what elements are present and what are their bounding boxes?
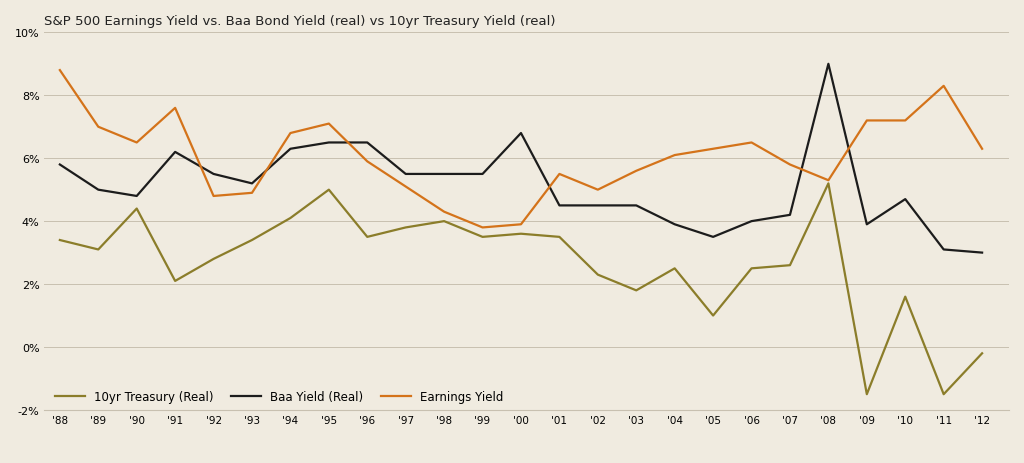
10yr Treasury (Real): [822, 181, 835, 187]
Earnings Yield: [361, 159, 374, 165]
Baa Yield (Real): [592, 203, 604, 209]
Earnings Yield: [169, 106, 181, 112]
Earnings Yield: [399, 184, 412, 190]
Earnings Yield: [131, 140, 143, 146]
10yr Treasury (Real): [899, 294, 911, 300]
10yr Treasury (Real): [53, 238, 66, 243]
10yr Treasury (Real): [783, 263, 796, 269]
10yr Treasury (Real): [938, 392, 950, 397]
Baa Yield (Real): [669, 222, 681, 228]
Baa Yield (Real): [246, 181, 258, 187]
Earnings Yield: [438, 209, 451, 215]
Line: Earnings Yield: Earnings Yield: [59, 71, 982, 228]
Baa Yield (Real): [976, 250, 988, 256]
Earnings Yield: [246, 191, 258, 196]
Line: Baa Yield (Real): Baa Yield (Real): [59, 65, 982, 253]
10yr Treasury (Real): [246, 238, 258, 243]
10yr Treasury (Real): [976, 351, 988, 357]
Earnings Yield: [630, 169, 642, 174]
10yr Treasury (Real): [553, 235, 565, 240]
Earnings Yield: [938, 84, 950, 89]
Line: 10yr Treasury (Real): 10yr Treasury (Real): [59, 184, 982, 394]
Earnings Yield: [53, 68, 66, 74]
Baa Yield (Real): [822, 62, 835, 68]
10yr Treasury (Real): [515, 232, 527, 237]
Earnings Yield: [822, 178, 835, 184]
Text: S&P 500 Earnings Yield vs. Baa Bond Yield (real) vs 10yr Treasury Yield (real): S&P 500 Earnings Yield vs. Baa Bond Yiel…: [44, 15, 556, 28]
10yr Treasury (Real): [630, 288, 642, 294]
Earnings Yield: [745, 140, 758, 146]
Baa Yield (Real): [438, 172, 451, 177]
Earnings Yield: [553, 172, 565, 177]
Earnings Yield: [899, 119, 911, 124]
Baa Yield (Real): [783, 213, 796, 218]
Baa Yield (Real): [208, 172, 220, 177]
10yr Treasury (Real): [131, 206, 143, 212]
Baa Yield (Real): [707, 235, 719, 240]
10yr Treasury (Real): [669, 266, 681, 271]
Baa Yield (Real): [938, 247, 950, 253]
Baa Yield (Real): [323, 140, 335, 146]
Earnings Yield: [707, 147, 719, 152]
Baa Yield (Real): [630, 203, 642, 209]
Earnings Yield: [92, 125, 104, 130]
Earnings Yield: [592, 188, 604, 193]
Baa Yield (Real): [131, 194, 143, 199]
10yr Treasury (Real): [208, 257, 220, 262]
Legend: 10yr Treasury (Real), Baa Yield (Real), Earnings Yield: 10yr Treasury (Real), Baa Yield (Real), …: [50, 386, 508, 408]
10yr Treasury (Real): [169, 279, 181, 284]
Earnings Yield: [208, 194, 220, 199]
10yr Treasury (Real): [399, 225, 412, 231]
Earnings Yield: [861, 119, 873, 124]
Baa Yield (Real): [515, 131, 527, 137]
10yr Treasury (Real): [285, 216, 297, 221]
Earnings Yield: [669, 153, 681, 158]
Earnings Yield: [285, 131, 297, 137]
10yr Treasury (Real): [745, 266, 758, 271]
Baa Yield (Real): [553, 203, 565, 209]
Earnings Yield: [323, 122, 335, 127]
10yr Treasury (Real): [592, 272, 604, 278]
Baa Yield (Real): [899, 197, 911, 202]
10yr Treasury (Real): [861, 392, 873, 397]
Baa Yield (Real): [92, 188, 104, 193]
10yr Treasury (Real): [476, 235, 488, 240]
Baa Yield (Real): [361, 140, 374, 146]
Baa Yield (Real): [861, 222, 873, 228]
Baa Yield (Real): [399, 172, 412, 177]
Baa Yield (Real): [745, 219, 758, 225]
10yr Treasury (Real): [323, 188, 335, 193]
Earnings Yield: [783, 163, 796, 168]
Earnings Yield: [476, 225, 488, 231]
10yr Treasury (Real): [438, 219, 451, 225]
Baa Yield (Real): [53, 163, 66, 168]
10yr Treasury (Real): [361, 235, 374, 240]
Baa Yield (Real): [476, 172, 488, 177]
Earnings Yield: [515, 222, 527, 228]
10yr Treasury (Real): [707, 313, 719, 319]
Baa Yield (Real): [169, 150, 181, 156]
10yr Treasury (Real): [92, 247, 104, 253]
Earnings Yield: [976, 147, 988, 152]
Baa Yield (Real): [285, 147, 297, 152]
